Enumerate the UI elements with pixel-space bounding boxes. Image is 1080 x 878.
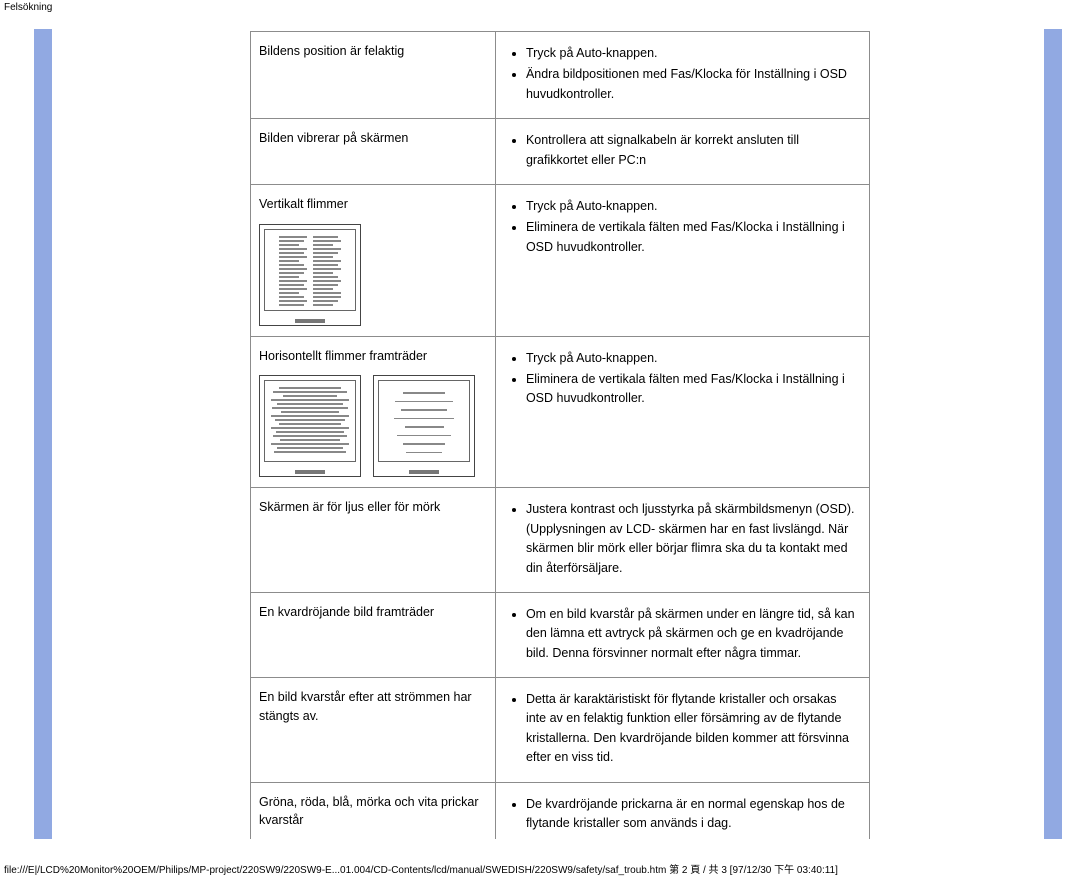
illustration-group [259,224,487,326]
monitor-illustration-horizontal-flimmer-noisy [259,375,361,477]
problem-text: Bilden vibrerar på skärmen [259,129,487,148]
table-row: En bild kvarstår efter att strömmen har … [251,678,870,783]
solution-list: Kontrollera att signalkabeln är korrekt … [496,131,859,170]
decorative-bar-right [1044,29,1062,839]
solution-item: De kvardröjande prickarna är en normal e… [526,795,859,834]
solution-list: Tryck på Auto-knappen. Ändra bildpositio… [496,44,859,104]
footer-path: file:///E|/LCD%20Monitor%20OEM/Philips/M… [0,859,1080,878]
table-row: Horisontellt flimmer framträder [251,336,870,488]
solution-item: Eliminera de vertikala fälten med Fas/Kl… [526,218,859,257]
content-column: Bildens position är felaktig Tryck på Au… [250,15,870,839]
solution-item: Tryck på Auto-knappen. [526,44,859,63]
monitor-illustration-horizontal-flimmer-clean [373,375,475,477]
table-row: Bildens position är felaktig Tryck på Au… [251,32,870,119]
problem-text: Horisontellt flimmer framträder [259,347,487,366]
problem-text: Skärmen är för ljus eller för mörk [259,498,487,517]
problem-text: Vertikalt flimmer [259,195,487,214]
solution-item: Ändra bildpositionen med Fas/Klocka för … [526,65,859,104]
solution-list: Justera kontrast och ljusstyrka på skärm… [496,500,859,578]
problem-text: Bildens position är felaktig [259,42,487,61]
solution-list: De kvardröjande prickarna är en normal e… [496,795,859,834]
page-container: Bildens position är felaktig Tryck på Au… [0,15,1080,853]
decorative-bar-left [34,29,52,839]
solution-list: Tryck på Auto-knappen. Eliminera de vert… [496,349,859,409]
table-row: Vertikalt flimmer [251,184,870,336]
page-header: Felsökning [0,0,1080,15]
solution-item: Kontrollera att signalkabeln är korrekt … [526,131,859,170]
troubleshoot-table: Bildens position är felaktig Tryck på Au… [250,31,870,839]
solution-item: Detta är karaktäristiskt för flytande kr… [526,690,859,768]
illustration-group [259,375,487,477]
solution-item: Eliminera de vertikala fälten med Fas/Kl… [526,370,859,409]
solution-item: Tryck på Auto-knappen. [526,349,859,368]
solution-list: Om en bild kvarstår på skärmen under en … [496,605,859,663]
solution-item: Tryck på Auto-knappen. [526,197,859,216]
problem-text: En kvardröjande bild framträder [259,603,487,622]
table-row: Bilden vibrerar på skärmen Kontrollera a… [251,119,870,185]
problem-text: En bild kvarstår efter att strömmen har … [259,688,487,726]
table-row: Skärmen är för ljus eller för mörk Juste… [251,488,870,593]
problem-text: Gröna, röda, blå, mörka och vita prickar… [259,793,487,831]
solution-item: Justera kontrast och ljusstyrka på skärm… [526,500,859,578]
solution-list: Detta är karaktäristiskt för flytande kr… [496,690,859,768]
table-row: Gröna, röda, blå, mörka och vita prickar… [251,782,870,839]
table-row: En kvardröjande bild framträder Om en bi… [251,592,870,677]
solution-list: Tryck på Auto-knappen. Eliminera de vert… [496,197,859,257]
solution-item: Om en bild kvarstår på skärmen under en … [526,605,859,663]
monitor-illustration-vertical-flimmer [259,224,361,326]
